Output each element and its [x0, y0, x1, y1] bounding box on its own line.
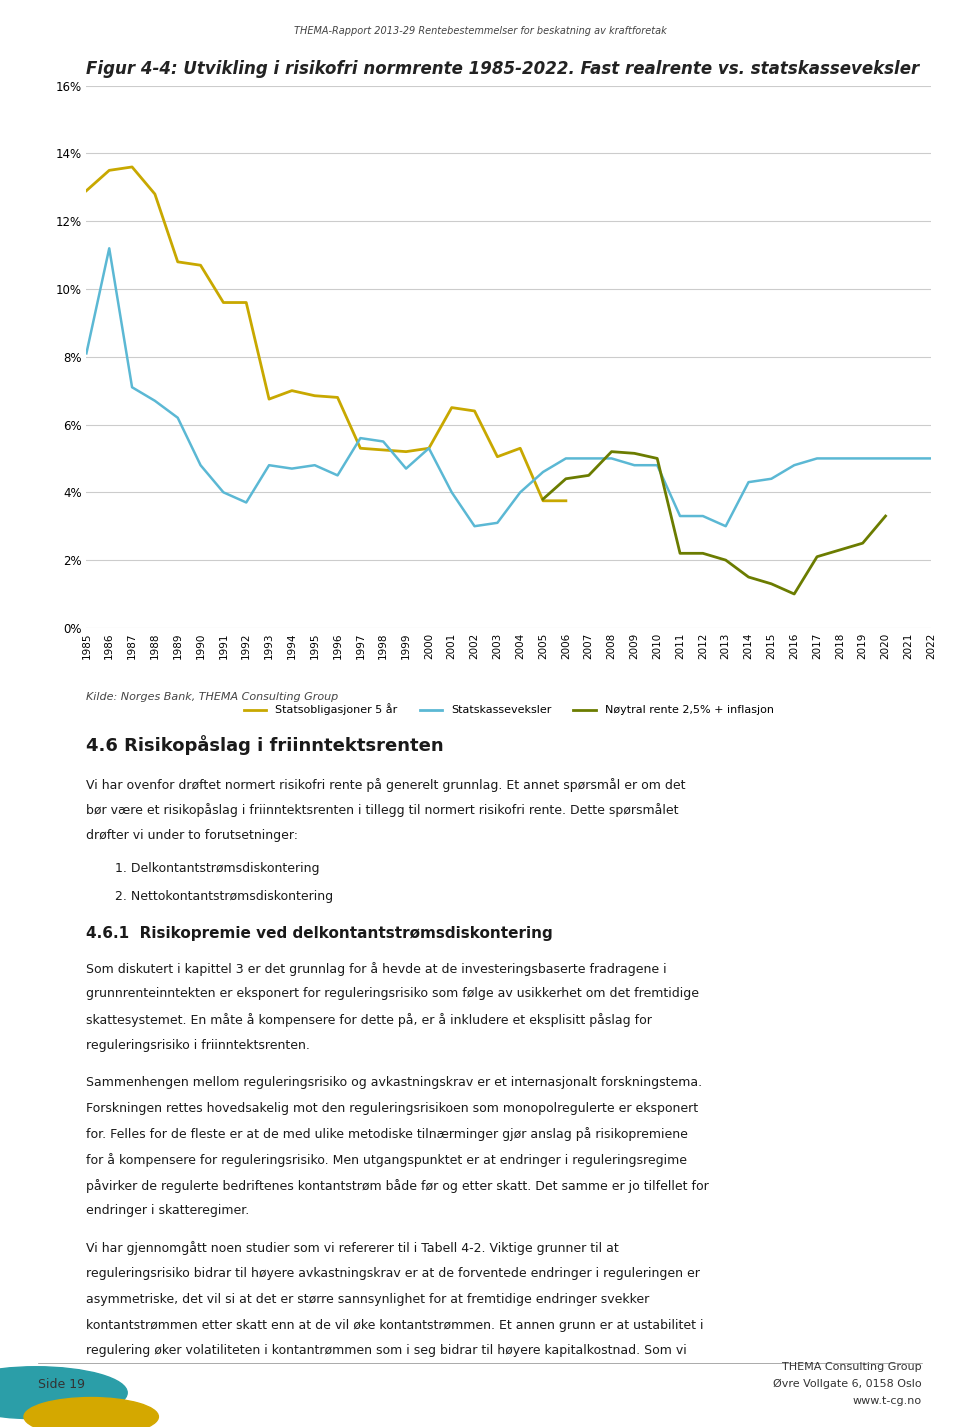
- Text: drøfter vi under to forutsetninger:: drøfter vi under to forutsetninger:: [86, 829, 299, 842]
- Text: asymmetriske, det vil si at det er større sannsynlighet for at fremtidige endrin: asymmetriske, det vil si at det er størr…: [86, 1293, 650, 1306]
- Text: regulering øker volatiliteten i kontantrømmen som i seg bidrar til høyere kapita: regulering øker volatiliteten i kontantr…: [86, 1344, 687, 1357]
- Text: Figur 4-4: Utvikling i risikofri normrente 1985-2022. Fast realrente vs. statska: Figur 4-4: Utvikling i risikofri normren…: [86, 60, 920, 78]
- Text: kontantstrømmen etter skatt enn at de vil øke kontantstrømmen. Et annen grunn er: kontantstrømmen etter skatt enn at de vi…: [86, 1319, 704, 1331]
- Text: Kilde: Norges Bank, THEMA Consulting Group: Kilde: Norges Bank, THEMA Consulting Gro…: [86, 692, 339, 702]
- Text: Forskningen rettes hovedsakelig mot den reguleringsrisikoen som monopolregulerte: Forskningen rettes hovedsakelig mot den …: [86, 1102, 699, 1114]
- Legend: Statsobligasjoner 5 år, Statskasseveksler, Nøytral rente 2,5% + inflasjon: Statsobligasjoner 5 år, Statskasseveksle…: [240, 699, 778, 721]
- Text: Vi har gjennomgått noen studier som vi refererer til i Tabell 4-2. Viktige grunn: Vi har gjennomgått noen studier som vi r…: [86, 1241, 619, 1256]
- Circle shape: [0, 1367, 127, 1418]
- Text: for å kompensere for reguleringsrisiko. Men utgangspunktet er at endringer i reg: for å kompensere for reguleringsrisiko. …: [86, 1153, 687, 1167]
- Text: grunnrenteinntekten er eksponert for reguleringsrisiko som følge av usikkerhet o: grunnrenteinntekten er eksponert for reg…: [86, 987, 700, 1000]
- Circle shape: [24, 1397, 158, 1427]
- Text: påvirker de regulerte bedriftenes kontantstrøm både før og etter skatt. Det samm: påvirker de regulerte bedriftenes kontan…: [86, 1179, 709, 1193]
- Text: bør være et risikopåslag i friinntektsrenten i tillegg til normert risikofri ren: bør være et risikopåslag i friinntektsre…: [86, 803, 679, 818]
- Text: 4.6 Risikopåslag i friinntektsrenten: 4.6 Risikopåslag i friinntektsrenten: [86, 735, 444, 755]
- Text: Som diskutert i kapittel 3 er det grunnlag for å hevde at de investeringsbaserte: Som diskutert i kapittel 3 er det grunnl…: [86, 962, 667, 976]
- Text: 1. Delkontantstrømsdiskontering: 1. Delkontantstrømsdiskontering: [115, 862, 320, 875]
- Text: reguleringsrisiko bidrar til høyere avkastningskrav er at de forventede endringe: reguleringsrisiko bidrar til høyere avka…: [86, 1267, 700, 1280]
- Text: reguleringsrisiko i friinntektsrenten.: reguleringsrisiko i friinntektsrenten.: [86, 1039, 310, 1052]
- Text: Vi har ovenfor drøftet normert risikofri rente på generelt grunnlag. Et annet sp: Vi har ovenfor drøftet normert risikofri…: [86, 778, 685, 792]
- Text: Sammenhengen mellom reguleringsrisiko og avkastningskrav er et internasjonalt fo: Sammenhengen mellom reguleringsrisiko og…: [86, 1076, 703, 1089]
- Text: THEMA-Rapport 2013-29 Rentebestemmelser for beskatning av kraftforetak: THEMA-Rapport 2013-29 Rentebestemmelser …: [294, 26, 666, 36]
- Text: 2. Nettokontantstrømsdiskontering: 2. Nettokontantstrømsdiskontering: [115, 890, 333, 903]
- Text: Øvre Vollgate 6, 0158 Oslo: Øvre Vollgate 6, 0158 Oslo: [773, 1378, 922, 1390]
- Text: for. Felles for de fleste er at de med ulike metodiske tilnærminger gjør anslag : for. Felles for de fleste er at de med u…: [86, 1127, 688, 1142]
- Text: skattesystemet. En måte å kompensere for dette på, er å inkludere et eksplisitt : skattesystemet. En måte å kompensere for…: [86, 1013, 652, 1027]
- Text: 4.6.1  Risikopremie ved delkontantstrømsdiskontering: 4.6.1 Risikopremie ved delkontantstrømsd…: [86, 926, 553, 942]
- Text: Side 19: Side 19: [38, 1377, 85, 1391]
- Text: endringer i skatteregimer.: endringer i skatteregimer.: [86, 1204, 250, 1217]
- Text: www.t-cg.no: www.t-cg.no: [852, 1396, 922, 1407]
- Text: THEMA Consulting Group: THEMA Consulting Group: [782, 1361, 922, 1373]
